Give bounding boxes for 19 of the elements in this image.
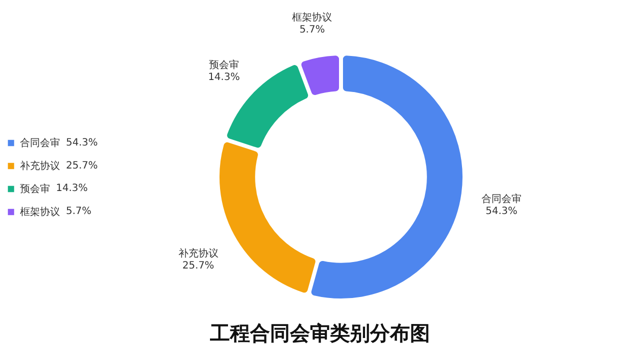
slice-label: 补充协议 bbox=[178, 248, 218, 260]
legend-label: 预会审 bbox=[20, 183, 50, 195]
data-label: 54.3% bbox=[486, 206, 518, 217]
slice-label: 框架协议 bbox=[292, 12, 332, 24]
legend-label: 补充协议 bbox=[20, 160, 60, 172]
slice-label: 预会审 bbox=[208, 58, 239, 71]
slice-label: 合同会审 bbox=[482, 192, 522, 205]
text: 5.7% bbox=[66, 206, 92, 218]
legend-label: 框架协议 bbox=[20, 206, 60, 218]
donut-slice bbox=[218, 141, 316, 294]
text: 工程合同会审类别分布图 bbox=[209, 321, 430, 345]
data-label: 14.3% bbox=[208, 72, 240, 83]
text: 25.7% bbox=[66, 160, 98, 172]
data-label: 5.7% bbox=[299, 24, 325, 36]
text: 54.3% bbox=[66, 137, 98, 148]
data-label: 25.7% bbox=[182, 260, 214, 272]
text: 14.3% bbox=[56, 183, 88, 194]
legend-label: 合同会审 bbox=[20, 137, 60, 149]
donut-slice bbox=[310, 54, 464, 300]
